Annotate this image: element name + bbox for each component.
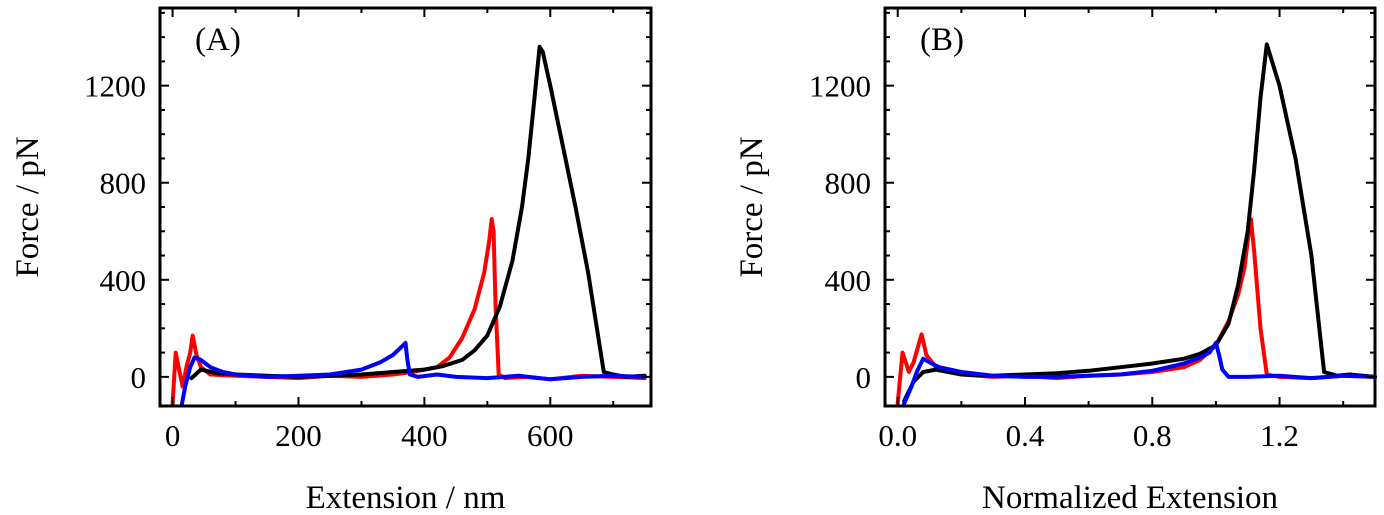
panel-b-ytick-label: 400 xyxy=(825,263,872,298)
panel-b-xtick-label: 0.8 xyxy=(1133,418,1172,453)
panel-b-y-axis-label: Force / pN xyxy=(734,136,770,277)
panel-a-chart: 0 200 400 600 0 400 800 1200 (A) Extension / nm Fo… xyxy=(10,6,653,515)
panel-a-ytick-label: 1200 xyxy=(84,69,146,104)
panel-b-series-black xyxy=(902,42,1377,404)
panel-b-ytick-label: 800 xyxy=(825,166,872,201)
panel-a-xtick-label: 400 xyxy=(401,418,448,453)
panel-a-ytick-label: 400 xyxy=(100,263,147,298)
panel-b-chart: 0.0 0.4 0.8 1.2 0 400 800 1200 (B) Normalized Ext… xyxy=(734,6,1377,515)
panel-a-ytick-label: 0 xyxy=(131,360,147,395)
panel-b-ytick-label: 0 xyxy=(856,360,872,395)
panel-a-xtick-label: 200 xyxy=(275,418,322,453)
panel-a-xtick-label: 0 xyxy=(165,418,181,453)
panel-b-series-red xyxy=(895,217,1377,406)
panel-a-xtick-label: 600 xyxy=(527,418,574,453)
panel-b-xtick-label: 0.0 xyxy=(878,418,917,453)
panel-b-x-axis-label: Normalized Extension xyxy=(982,480,1278,515)
panel-b-xtick-label: 1.2 xyxy=(1260,418,1299,453)
panel-a-series-black xyxy=(189,44,647,381)
panel-b-ytick-label: 1200 xyxy=(809,69,871,104)
panel-b-series-blue xyxy=(902,340,1377,406)
panel-b-xtick-label: 0.4 xyxy=(1006,418,1045,453)
panel-a-series-blue xyxy=(180,340,647,406)
panel-a-y-axis-label: Force / pN xyxy=(10,136,46,277)
panel-a-label: (A) xyxy=(195,22,241,58)
panel-b-label: (B) xyxy=(920,22,964,58)
panel-a-x-axis-label: Extension / nm xyxy=(306,480,506,515)
panel-a-ytick-label: 800 xyxy=(100,166,147,201)
